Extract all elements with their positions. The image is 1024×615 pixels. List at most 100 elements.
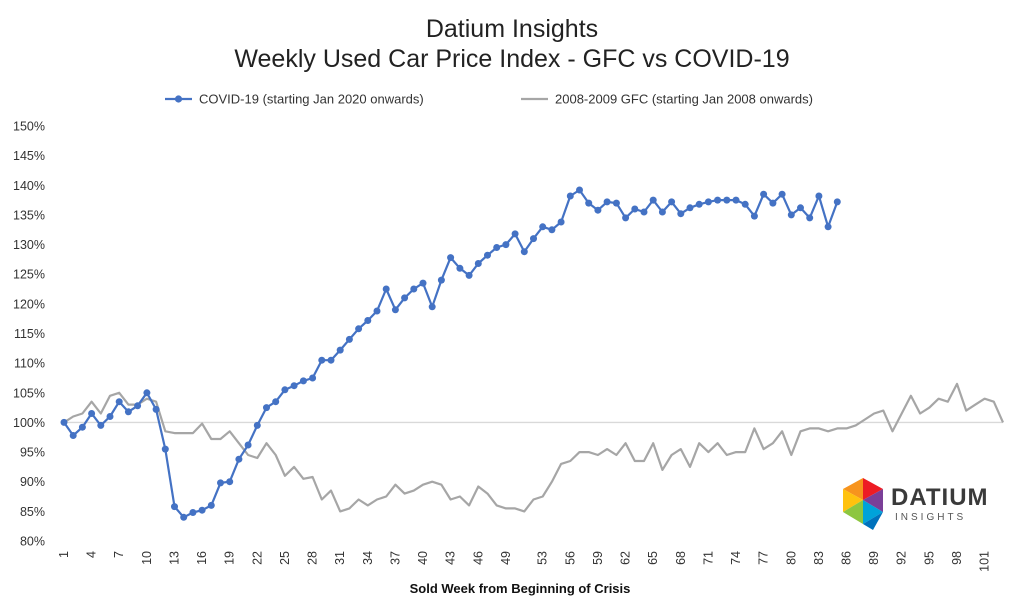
y-tick-label: 130% bbox=[13, 238, 45, 252]
covid-point bbox=[686, 204, 694, 212]
y-tick-label: 90% bbox=[20, 475, 45, 489]
covid-point bbox=[668, 198, 676, 206]
covid-point bbox=[217, 479, 224, 487]
x-tick-label: 10 bbox=[140, 551, 154, 565]
covid-point bbox=[566, 192, 574, 200]
y-tick-label: 120% bbox=[13, 297, 45, 311]
covid-point bbox=[124, 408, 132, 416]
covid-point bbox=[391, 306, 399, 314]
covid-point bbox=[309, 374, 317, 382]
covid-point bbox=[253, 421, 261, 429]
x-tick-label: 77 bbox=[757, 551, 771, 565]
covid-point bbox=[428, 303, 436, 311]
datium-logo: DATIUM INSIGHTS bbox=[843, 478, 989, 530]
covid-point bbox=[318, 356, 326, 364]
covid-point bbox=[520, 248, 528, 256]
y-tick-label: 145% bbox=[13, 149, 45, 163]
covid-point bbox=[815, 192, 823, 200]
x-tick-label: 49 bbox=[499, 551, 513, 565]
legend-covid-marker bbox=[174, 95, 183, 103]
x-tick-label: 4 bbox=[85, 551, 99, 558]
y-tick-label: 125% bbox=[13, 268, 45, 282]
logo-facet-2 bbox=[843, 478, 863, 500]
covid-point bbox=[97, 421, 105, 429]
covid-point bbox=[576, 186, 583, 194]
covid-point bbox=[419, 279, 427, 287]
covid-point bbox=[658, 208, 666, 216]
covid-point bbox=[235, 455, 243, 463]
covid-point bbox=[364, 317, 372, 324]
covid-point bbox=[272, 398, 280, 406]
covid-point bbox=[189, 509, 197, 516]
covid-point bbox=[299, 377, 307, 385]
logo-facet-3 bbox=[843, 489, 863, 512]
covid-point bbox=[778, 190, 786, 198]
x-tick-label: 86 bbox=[840, 551, 854, 565]
y-tick-label: 100% bbox=[13, 416, 45, 430]
x-tick-label: 59 bbox=[591, 551, 605, 565]
x-tick-label: 13 bbox=[167, 551, 181, 565]
x-tick-label: 56 bbox=[563, 551, 577, 565]
logo-facet-7 bbox=[863, 512, 883, 530]
covid-point bbox=[750, 212, 758, 220]
legend-gfc-label: 2008-2009 GFC (starting Jan 2008 onwards… bbox=[555, 92, 813, 107]
covid-point bbox=[769, 199, 777, 207]
covid-point bbox=[69, 432, 77, 439]
covid-point bbox=[410, 285, 418, 293]
logo-name: DATIUM bbox=[891, 484, 989, 511]
gfc-line bbox=[63, 382, 1005, 513]
covid-point bbox=[327, 356, 335, 364]
covid-point bbox=[447, 254, 455, 262]
logo-facet-5 bbox=[863, 500, 883, 524]
covid-point bbox=[60, 418, 68, 426]
covid-point bbox=[355, 325, 363, 333]
x-tick-label: 37 bbox=[388, 551, 402, 565]
covid-point bbox=[539, 223, 547, 231]
covid-point bbox=[180, 513, 188, 521]
x-tick-label: 43 bbox=[444, 551, 458, 565]
covid-point bbox=[631, 205, 639, 213]
logo-facet-1 bbox=[863, 478, 883, 500]
covid-point bbox=[714, 196, 722, 204]
series-covid bbox=[60, 186, 841, 521]
covid-point bbox=[649, 196, 657, 204]
covid-point bbox=[557, 218, 565, 226]
y-tick-label: 105% bbox=[13, 386, 45, 400]
covid-point bbox=[677, 210, 685, 218]
covid-point bbox=[115, 398, 123, 406]
covid-point bbox=[787, 211, 795, 219]
covid-point bbox=[207, 501, 215, 509]
covid-point bbox=[603, 198, 611, 206]
covid-point bbox=[373, 307, 381, 315]
covid-point bbox=[263, 404, 270, 412]
covid-point bbox=[134, 402, 142, 410]
covid-point bbox=[760, 190, 768, 198]
x-tick-label: 62 bbox=[619, 551, 633, 565]
covid-point bbox=[226, 478, 234, 486]
x-tick-label: 95 bbox=[922, 551, 936, 565]
covid-point bbox=[493, 244, 501, 251]
covid-point bbox=[152, 405, 160, 413]
x-tick-label: 65 bbox=[646, 551, 660, 565]
x-tick-label: 92 bbox=[895, 551, 909, 565]
x-axis-title: Sold Week from Beginning of Crisis bbox=[410, 581, 631, 596]
x-axis-ticks: 1 4 7 10 13 16 19 22 25 28 31 34 37 40 43 46 49 53 56 59 62 6… bbox=[57, 551, 992, 572]
x-tick-label: 16 bbox=[195, 551, 209, 565]
x-tick-label: 80 bbox=[784, 551, 798, 565]
x-tick-label: 7 bbox=[112, 551, 126, 558]
covid-point bbox=[511, 230, 519, 238]
covid-point bbox=[530, 235, 537, 243]
covid-point bbox=[704, 198, 712, 206]
covid-point bbox=[612, 199, 620, 207]
covid-point bbox=[741, 200, 749, 208]
x-tick-label: 25 bbox=[278, 551, 292, 565]
y-tick-label: 140% bbox=[13, 179, 45, 193]
covid-point bbox=[585, 199, 593, 207]
covid-point bbox=[502, 241, 510, 249]
legend-covid-label: COVID-19 (starting Jan 2020 onwards) bbox=[199, 92, 424, 107]
x-tick-label: 71 bbox=[701, 551, 715, 565]
chart-subtitle: Weekly Used Car Price Index - GFC vs COV… bbox=[234, 45, 789, 73]
covid-point bbox=[474, 260, 482, 267]
x-tick-label: 74 bbox=[729, 551, 743, 565]
